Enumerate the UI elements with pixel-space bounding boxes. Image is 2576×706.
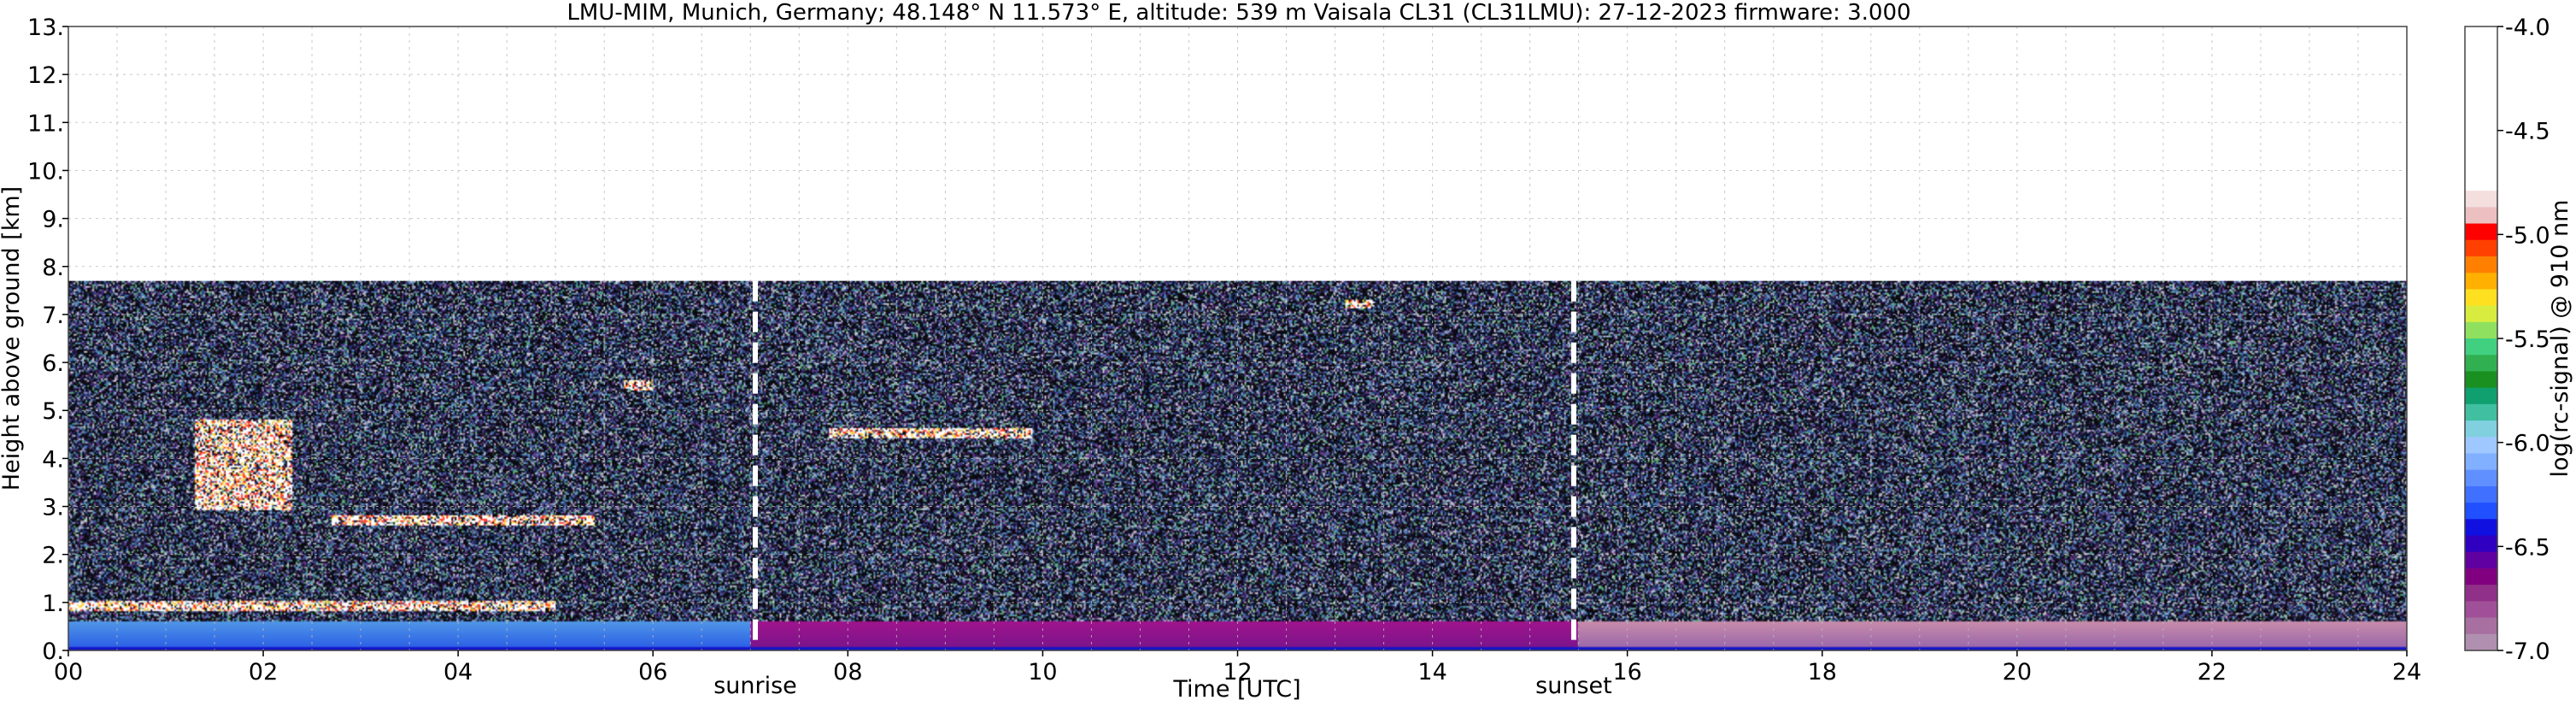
- grid-lines: [68, 26, 2407, 650]
- colorbar-tick-label: -5.0: [2505, 222, 2550, 249]
- y-tick-label: 0.: [42, 638, 64, 665]
- y-axis-ticks: 0. 1. 2. 3. 4. 5. 6. 7. 8. 9. 10. 11. 12. 13.: [27, 15, 68, 665]
- y-tick-label: 7.: [42, 303, 64, 329]
- colorbar-band: [2465, 519, 2497, 537]
- plot-area: sunrise sunset: [67, 26, 2408, 699]
- x-tick-label: 06: [638, 659, 667, 685]
- colorbar-tick-label: -6.5: [2505, 534, 2550, 561]
- colorbar-band: [2465, 26, 2497, 44]
- y-tick-label: 13.: [27, 15, 64, 41]
- colorbar-band: [2465, 503, 2497, 520]
- colorbar-band: [2465, 617, 2497, 635]
- y-tick-label: 12.: [27, 62, 64, 89]
- y-tick-label: 8.: [42, 255, 64, 281]
- colorbar-band: [2465, 338, 2497, 356]
- colorbar-ticks: -4.0 -4.5 -5.0 -5.5 -6.0 -6.5 -7.0: [2497, 15, 2550, 665]
- colorbar-tick-label: -4.5: [2505, 119, 2550, 145]
- colorbar-tick-label: -5.5: [2505, 327, 2550, 353]
- colorbar-band: [2465, 273, 2497, 290]
- colorbar-band: [2465, 551, 2497, 569]
- colorbar-band: [2465, 43, 2497, 61]
- colorbar-band: [2465, 633, 2497, 651]
- sun-event-label: sunrise: [713, 673, 797, 699]
- colorbar-band: [2465, 568, 2497, 585]
- colorbar-band: [2465, 601, 2497, 619]
- sun-annotations: sunrise sunset: [713, 280, 1612, 699]
- x-tick-label: 16: [1612, 659, 1641, 685]
- colorbar-band: [2465, 174, 2497, 191]
- x-tick-label: 22: [2198, 659, 2227, 685]
- colorbar-tick-label: -7.0: [2505, 638, 2550, 665]
- colorbar-band: [2465, 321, 2497, 339]
- colorbar-band: [2465, 371, 2497, 389]
- x-tick-label: 10: [1028, 659, 1057, 685]
- colorbar-band: [2465, 239, 2497, 257]
- colorbar-bands: [2465, 26, 2497, 651]
- x-tick-label: 00: [54, 659, 83, 685]
- colorbar-band: [2465, 207, 2497, 225]
- colorbar-band: [2465, 91, 2497, 109]
- colorbar-band: [2465, 141, 2497, 159]
- x-tick-label: 12: [1223, 659, 1252, 685]
- colorbar-band: [2465, 157, 2497, 175]
- x-tick-label: 24: [2392, 659, 2421, 685]
- y-tick-label: 4.: [42, 446, 64, 473]
- chart-title: LMU-MIM, Munich, Germany; 48.148° N 11.5…: [566, 0, 1910, 26]
- colorbar-band: [2465, 59, 2497, 77]
- colorbar-band: [2465, 585, 2497, 602]
- colorbar-band: [2465, 305, 2497, 323]
- colorbar-band: [2465, 453, 2497, 471]
- y-tick-label: 1.: [42, 591, 64, 617]
- x-tick-label: 04: [443, 659, 472, 685]
- colorbar-band: [2465, 387, 2497, 405]
- x-axis-ticks: 00 02 04 06 08 10 12 14 16 18 20 22 24: [54, 650, 2421, 685]
- x-tick-label: 02: [249, 659, 278, 685]
- y-tick-label: 3.: [42, 495, 64, 521]
- x-axis-label: Time [UTC]: [1172, 676, 1300, 703]
- colorbar-label: log(rc-signal) @ 910 nm: [2547, 200, 2573, 478]
- y-axis-label: Height above ground [km]: [0, 186, 25, 491]
- colorbar-band: [2465, 109, 2497, 126]
- x-tick-label: 14: [1417, 659, 1446, 685]
- colorbar-band: [2465, 485, 2497, 503]
- y-tick-label: 6.: [42, 350, 64, 377]
- colorbar-band: [2465, 437, 2497, 455]
- y-tick-label: 5.: [42, 398, 64, 425]
- y-tick-label: 11.: [27, 110, 64, 137]
- y-tick-label: 2.: [42, 543, 64, 569]
- colorbar-tick-label: -6.0: [2505, 431, 2550, 457]
- y-tick-label: 9.: [42, 207, 64, 233]
- x-tick-label: 08: [833, 659, 862, 685]
- x-tick-label: 20: [2003, 659, 2032, 685]
- colorbar-band: [2465, 535, 2497, 553]
- colorbar-band: [2465, 403, 2497, 421]
- y-tick-label: 10.: [27, 158, 64, 185]
- colorbar-band: [2465, 355, 2497, 373]
- colorbar-band: [2465, 256, 2497, 274]
- x-tick-label: 18: [1808, 659, 1837, 685]
- colorbar-band: [2465, 223, 2497, 241]
- colorbar-band: [2465, 421, 2497, 438]
- colorbar-band: [2465, 289, 2497, 307]
- colorbar: -4.0 -4.5 -5.0 -5.5 -6.0 -6.5 -7.0 log(rc-sign…: [2464, 15, 2573, 665]
- colorbar-band: [2465, 191, 2497, 208]
- colorbar-band: [2465, 125, 2497, 143]
- sun-event-label: sunset: [1535, 673, 1612, 699]
- colorbar-band: [2465, 469, 2497, 487]
- colorbar-tick-label: -4.0: [2505, 15, 2550, 41]
- colorbar-band: [2465, 75, 2497, 93]
